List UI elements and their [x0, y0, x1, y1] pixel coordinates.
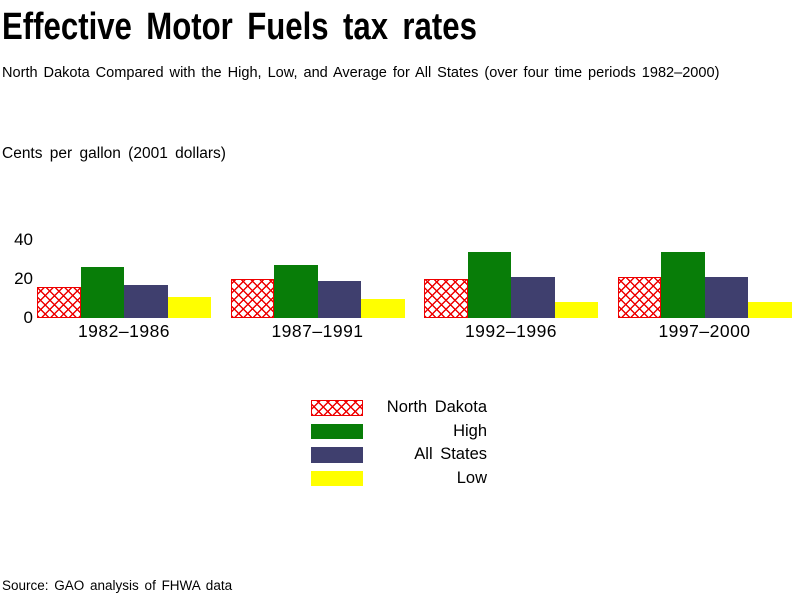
y-axis-tick-label: 40 — [14, 230, 33, 249]
legend-swatch-high — [311, 423, 363, 439]
y-axis-tick-label: 20 — [14, 269, 33, 288]
page-title: Effective Motor Fuels tax rates — [2, 6, 477, 48]
bar-low-1992-1996 — [554, 302, 598, 318]
bar-north-dakota-1982-1986 — [37, 286, 81, 318]
source-note: Source: GAO analysis of FHWA data — [2, 578, 233, 593]
y-axis-tick-label: 0 — [23, 308, 33, 327]
bar-all-states-1987-1991 — [317, 280, 361, 318]
legend-row-north-dakota: North Dakota — [311, 398, 487, 417]
bar-low-1997-2000 — [748, 302, 792, 318]
legend-label-high: High — [453, 421, 487, 440]
bar-north-dakota-1997-2000 — [617, 277, 661, 318]
legend-swatch-north-dakota — [311, 400, 363, 416]
bar-north-dakota-1987-1991 — [230, 279, 274, 318]
bar-low-1982-1986 — [167, 296, 211, 318]
bar-low-1987-1991 — [361, 298, 405, 318]
x-axis-label: 1987–1991 — [271, 321, 364, 341]
bar-all-states-1992-1996 — [511, 277, 555, 318]
bar-high-1982-1986 — [80, 267, 124, 318]
legend-label-all-states: All States — [414, 445, 487, 464]
legend: North Dakota High All States Low — [311, 398, 487, 494]
legend-label-north-dakota: North Dakota — [386, 398, 487, 417]
page-subtitle: North Dakota Compared with the High, Low… — [2, 64, 720, 81]
legend-row-low: Low — [311, 468, 487, 487]
legend-swatch-low — [311, 470, 363, 486]
x-axis-label: 1982–1986 — [77, 321, 171, 341]
bar-high-1992-1996 — [467, 251, 511, 318]
bar-high-1987-1991 — [274, 265, 318, 318]
bar-high-1997-2000 — [661, 251, 705, 318]
bar-all-states-1982-1986 — [124, 284, 168, 318]
bar-north-dakota-1992-1996 — [424, 279, 468, 318]
legend-label-low: Low — [456, 468, 487, 487]
bar-all-states-1997-2000 — [704, 277, 748, 318]
x-axis-label: 1992–1996 — [464, 321, 558, 341]
x-axis-label: 1997–2000 — [658, 321, 751, 341]
y-axis-unit-label: Cents per gallon (2001 dollars) — [2, 145, 226, 162]
legend-swatch-all-states — [311, 447, 363, 463]
legend-row-high: High — [311, 421, 487, 440]
legend-row-all-states: All States — [311, 445, 487, 464]
